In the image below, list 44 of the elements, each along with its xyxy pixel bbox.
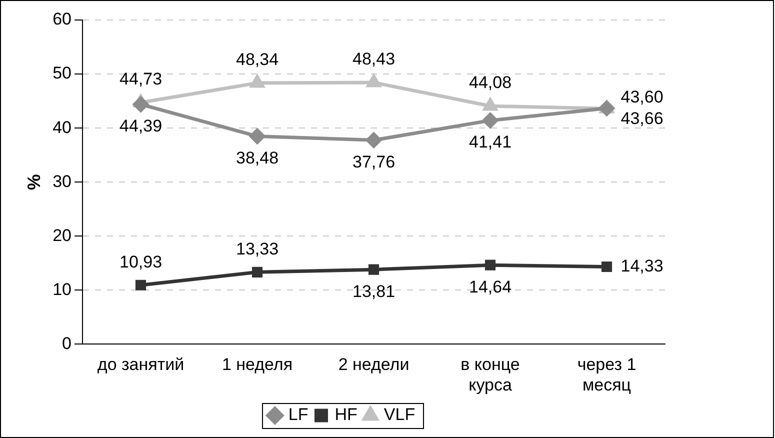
data-label: 13,33 <box>236 239 279 258</box>
data-label: 44,08 <box>468 73 512 92</box>
x-tick-label: 2 недели <box>338 355 410 374</box>
data-label: 14,64 <box>468 277 512 296</box>
data-label: 44,39 <box>119 116 162 136</box>
point <box>133 96 149 112</box>
point <box>252 266 263 278</box>
y-tick-label: 60 <box>52 10 72 29</box>
legend-label: LF <box>288 405 308 424</box>
data-label: 48,34 <box>236 50 279 70</box>
point <box>250 75 264 88</box>
point <box>366 132 382 148</box>
y-tick-label: 10 <box>52 280 72 299</box>
legend-label: VLF <box>384 405 416 424</box>
point <box>484 260 496 270</box>
x-tick-label: до занятий <box>97 355 184 374</box>
data-label: 14,33 <box>620 256 664 276</box>
legend-label: HF <box>334 405 358 424</box>
y-tick-label: 50 <box>52 64 72 83</box>
point <box>368 264 380 275</box>
data-label: 41,41 <box>468 132 512 152</box>
point <box>599 100 614 116</box>
data-label: 13,81 <box>352 282 396 301</box>
x-tick-label: 1 неделя <box>222 355 293 374</box>
point <box>482 112 498 128</box>
point <box>366 74 381 88</box>
point <box>483 98 498 111</box>
data-label: 44,73 <box>119 70 162 89</box>
y-tick-label: 40 <box>52 118 72 137</box>
y-axis-title: % <box>24 174 44 190</box>
point <box>250 128 266 144</box>
y-tick-label: 20 <box>52 226 72 245</box>
x-tick-label: в конце курса <box>460 355 520 394</box>
data-label: 38,48 <box>236 148 279 168</box>
data-label: 43,60 <box>620 87 664 106</box>
point <box>135 280 146 290</box>
data-label: 43,66 <box>620 108 664 128</box>
y-tick-label: 0 <box>62 334 72 353</box>
data-label: 37,76 <box>352 152 396 172</box>
data-label: 48,43 <box>352 50 396 69</box>
x-tick-label: через 1 месяц <box>577 355 636 394</box>
y-tick-label: 30 <box>52 172 72 191</box>
data-label: 10,93 <box>119 252 162 272</box>
point <box>601 261 612 272</box>
